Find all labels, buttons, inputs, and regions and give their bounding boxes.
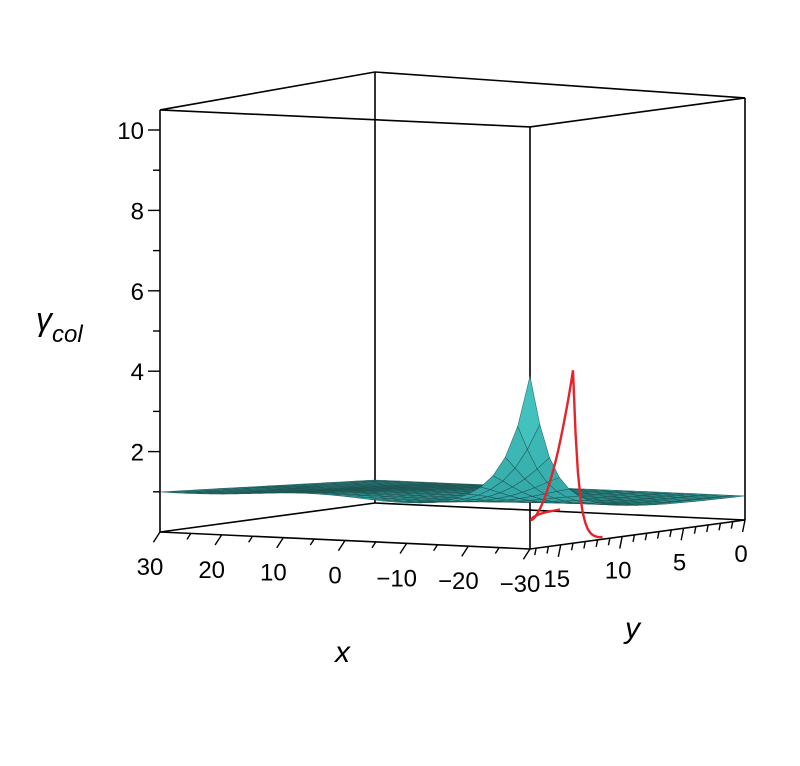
x-tick-label: −10	[376, 565, 417, 592]
surface-plot	[159, 376, 746, 506]
x-tick-label: 10	[260, 560, 287, 587]
box-edge	[529, 519, 746, 550]
box-edge	[159, 502, 376, 533]
y-tick	[595, 539, 599, 548]
z-tick-label: 10	[117, 118, 144, 145]
z-tick-label: 6	[131, 279, 144, 306]
x-tick	[371, 541, 377, 549]
surface-patch	[517, 376, 541, 451]
y-tick-label: 5	[673, 549, 686, 576]
y-tick-label: 15	[543, 566, 570, 593]
y-tick	[656, 531, 660, 539]
y-tick	[583, 541, 586, 549]
x-tick	[276, 537, 284, 549]
y-tick-label: 10	[605, 558, 632, 585]
red-curve	[530, 370, 603, 539]
y-tick	[718, 523, 722, 531]
box-edge	[529, 97, 746, 128]
z-tick-label: 8	[131, 198, 144, 225]
box-edge	[159, 71, 376, 111]
y-tick	[741, 519, 746, 533]
y-axis-title: y	[623, 612, 642, 645]
y-tick	[706, 524, 709, 533]
z-tick-label: 4	[131, 359, 144, 386]
x-tick	[494, 547, 500, 554]
x-tick	[461, 545, 469, 557]
x-tick	[399, 542, 408, 554]
x-tick-label: −30	[500, 571, 541, 598]
box-edge	[374, 502, 746, 521]
y-tick	[546, 546, 550, 554]
x-tick	[337, 540, 346, 552]
x-tick	[248, 535, 254, 543]
curve-line	[530, 370, 603, 539]
x-tick-label: 0	[328, 563, 341, 590]
y-tick	[607, 538, 611, 546]
y-tick	[534, 548, 537, 556]
x-tick	[214, 534, 223, 546]
x-tick	[433, 544, 439, 552]
x-tick	[186, 533, 192, 540]
y-tick	[619, 536, 623, 549]
x-tick-label: −20	[438, 568, 479, 595]
box-edge	[374, 71, 746, 99]
y-tick	[669, 529, 672, 538]
y-tick	[680, 528, 685, 541]
bounding-box	[159, 71, 746, 550]
ticks	[148, 129, 746, 560]
y-tick	[632, 534, 636, 543]
z-axis-title-sub: col	[52, 321, 83, 348]
y-tick	[570, 543, 574, 551]
x-tick-label: 30	[137, 554, 164, 581]
y-tick	[730, 521, 734, 529]
box-edge	[159, 109, 531, 128]
x-axis-title: x	[333, 636, 351, 669]
y-tick	[693, 526, 697, 534]
z-tick-label: 2	[131, 440, 144, 467]
y-tick	[557, 544, 562, 557]
z-axis-title: γcol	[36, 301, 83, 348]
x-tick	[522, 548, 531, 560]
x-tick-label: 20	[198, 557, 225, 584]
x-tick	[152, 531, 161, 543]
z-axis-title-main: γ	[36, 301, 54, 337]
y-tick	[644, 533, 648, 541]
y-tick-label: 0	[734, 541, 747, 568]
x-tick	[309, 538, 315, 546]
tick-labels: 2 4 6 8 10 30 20 10 0 −10 −20 −30 15 10 5 0	[117, 118, 747, 598]
